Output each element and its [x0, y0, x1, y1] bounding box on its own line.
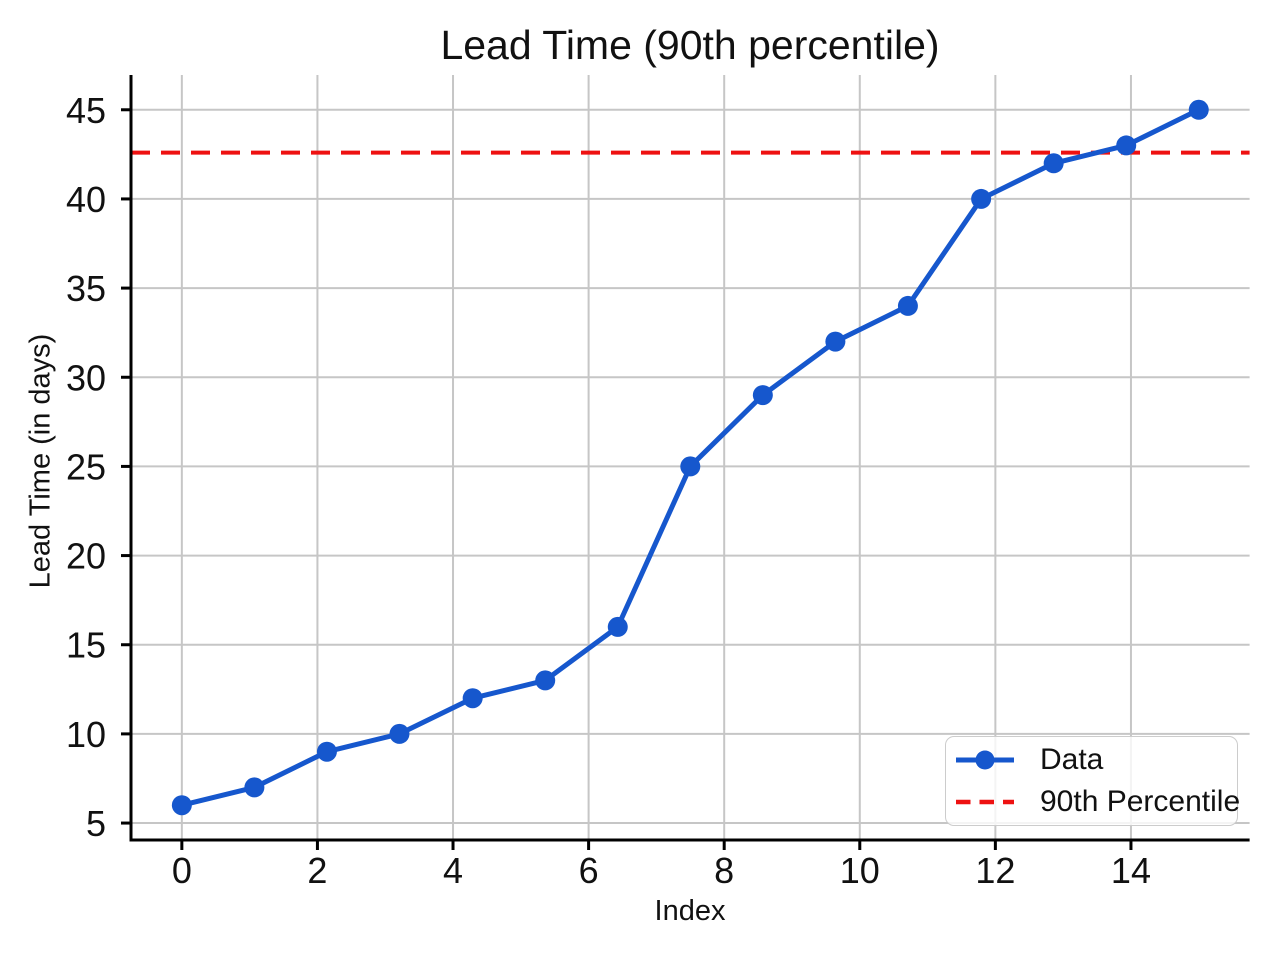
x-tick-label: 2 [307, 850, 327, 891]
data-point-marker [316, 741, 337, 762]
legend: Data 90th Percentile [945, 736, 1241, 826]
y-tick-label: 10 [66, 714, 106, 755]
x-tick-label: 0 [172, 850, 192, 891]
data-point-marker [462, 688, 483, 709]
y-tick-label: 45 [66, 90, 106, 131]
legend-label-percentile: 90th Percentile [1040, 785, 1241, 818]
data-point-marker [1116, 135, 1137, 156]
data-point-marker [244, 777, 265, 798]
data-point-marker [971, 188, 992, 209]
data-point-marker [897, 295, 918, 316]
legend-label-data: Data [1040, 743, 1104, 776]
x-tick-label: 14 [1111, 850, 1151, 891]
y-tick-label: 30 [66, 357, 106, 398]
legend-item-data: Data [946, 739, 1237, 781]
x-tick-label: 12 [975, 850, 1015, 891]
data-point-marker [825, 331, 846, 352]
y-tick-label: 5 [86, 803, 106, 844]
data-point-marker [535, 670, 556, 691]
data-point-marker [607, 616, 628, 637]
y-tick-label: 20 [66, 536, 106, 577]
percentile-dash-sample-icon [956, 799, 1014, 805]
data-point-marker [680, 456, 701, 477]
y-axis-label: Lead Time (in days) [24, 333, 57, 589]
data-point-marker [389, 723, 410, 744]
x-axis-label: Index [654, 895, 726, 927]
chart-title: Lead Time (90th percentile) [440, 22, 940, 68]
y-tick-label: 15 [66, 625, 106, 666]
data-point-marker [1188, 99, 1209, 120]
data-point-marker [1043, 153, 1064, 174]
y-tick-label: 40 [66, 179, 106, 220]
data-line-sample-icon [956, 750, 1014, 770]
x-tick-label: 6 [579, 850, 599, 891]
legend-item-percentile: 90th Percentile [946, 781, 1241, 823]
y-tick-label: 25 [66, 446, 106, 487]
x-tick-label: 10 [840, 850, 880, 891]
data-point-marker [171, 795, 192, 816]
x-tick-label: 4 [443, 850, 463, 891]
x-tick-label: 8 [714, 850, 734, 891]
y-tick-label: 35 [66, 268, 106, 309]
data-point-marker [752, 385, 773, 406]
